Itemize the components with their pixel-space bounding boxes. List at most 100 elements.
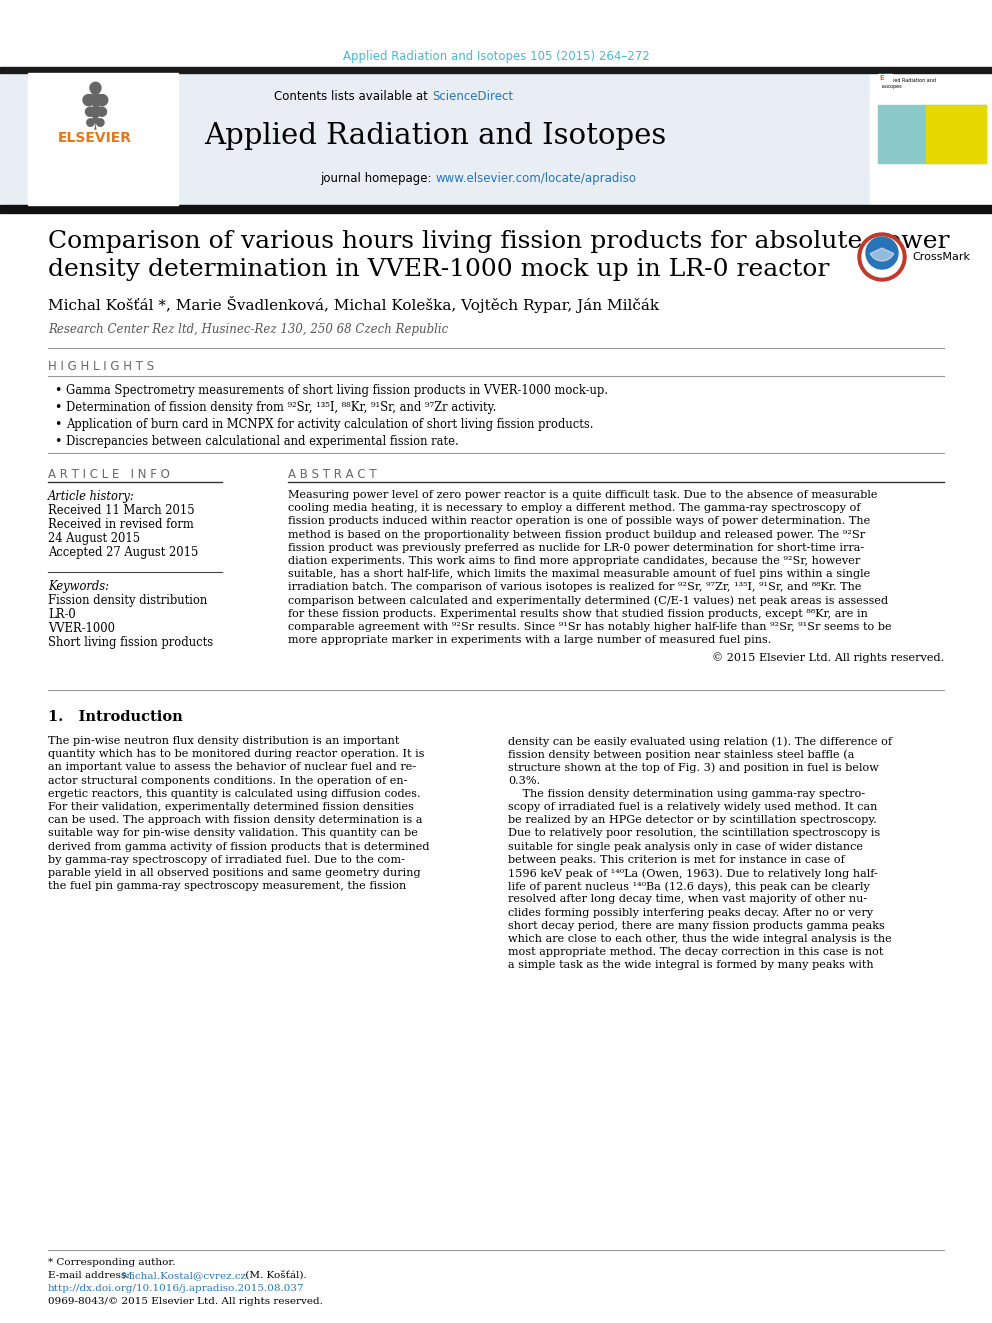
Text: fission product was previously preferred as nuclide for LR-0 power determination: fission product was previously preferred…: [288, 542, 864, 553]
Text: fission density between position near stainless steel baffle (a: fission density between position near st…: [508, 749, 854, 759]
Text: ergetic reactors, this quantity is calculated using diffusion codes.: ergetic reactors, this quantity is calcu…: [48, 789, 421, 799]
Text: clides forming possibly interfering peaks decay. After no or very: clides forming possibly interfering peak…: [508, 908, 873, 918]
Text: E-mail address:: E-mail address:: [48, 1271, 133, 1279]
Text: Contents lists available at: Contents lists available at: [275, 90, 432, 103]
Bar: [28, 73, 178, 205]
Text: which are close to each other, thus the wide integral analysis is the: which are close to each other, thus the …: [508, 934, 892, 945]
Text: •: •: [54, 384, 62, 397]
Text: comparable agreement with ⁹²Sr results. Since ⁹¹Sr has notably higher half-life : comparable agreement with ⁹²Sr results. …: [288, 622, 892, 632]
Text: A R T I C L E   I N F O: A R T I C L E I N F O: [48, 468, 170, 482]
Text: H I G H L I G H T S: H I G H L I G H T S: [48, 360, 154, 373]
Text: scopy of irradiated fuel is a relatively widely used method. It can: scopy of irradiated fuel is a relatively…: [508, 802, 877, 812]
Text: diation experiments. This work aims to find more appropriate candidates, because: diation experiments. This work aims to f…: [288, 556, 860, 566]
Bar: [878, 74, 892, 83]
Text: comparison between calculated and experimentally determined (C/E-1 values) net p: comparison between calculated and experi…: [288, 595, 888, 606]
Text: •: •: [54, 435, 62, 448]
Text: Keywords:: Keywords:: [48, 579, 109, 593]
Text: method is based on the proportionality between fission product buildup and relea: method is based on the proportionality b…: [288, 529, 865, 540]
Text: Accepted 27 August 2015: Accepted 27 August 2015: [48, 546, 198, 560]
Text: http://dx.doi.org/10.1016/j.apradiso.2015.08.037: http://dx.doi.org/10.1016/j.apradiso.201…: [48, 1285, 305, 1293]
Text: Applied Radiation and: Applied Radiation and: [882, 78, 936, 83]
Text: Research Center Rez ltd, Husinec-Rez 130, 250 68 Czech Republic: Research Center Rez ltd, Husinec-Rez 130…: [48, 323, 448, 336]
Text: © 2015 Elsevier Ltd. All rights reserved.: © 2015 Elsevier Ltd. All rights reserved…: [712, 652, 944, 663]
Text: ELSEVIER: ELSEVIER: [58, 131, 132, 146]
Text: journal homepage:: journal homepage:: [319, 172, 435, 185]
Text: quantity which has to be monitored during reactor operation. It is: quantity which has to be monitored durin…: [48, 749, 425, 759]
Circle shape: [862, 237, 902, 277]
Text: the fuel pin gamma-ray spectroscopy measurement, the fission: the fuel pin gamma-ray spectroscopy meas…: [48, 881, 407, 892]
Bar: [0, 73, 870, 205]
Text: The pin-wise neutron flux density distribution is an important: The pin-wise neutron flux density distri…: [48, 736, 400, 746]
Text: Fission density distribution: Fission density distribution: [48, 594, 207, 607]
Bar: [0, 205, 992, 213]
Text: for these fission products. Experimental results show that studied fission produ: for these fission products. Experimental…: [288, 609, 868, 619]
Text: www.elsevier.com/locate/apradiso: www.elsevier.com/locate/apradiso: [435, 172, 636, 185]
Bar: [870, 73, 992, 205]
Text: density determination in VVER-1000 mock up in LR-0 reactor: density determination in VVER-1000 mock …: [48, 258, 829, 280]
Text: Short living fission products: Short living fission products: [48, 636, 213, 650]
Text: resolved after long decay time, when vast majority of other nu-: resolved after long decay time, when vas…: [508, 894, 867, 905]
Text: irradiation batch. The comparison of various isotopes is realized for ⁹²Sr, ⁹⁷Zr: irradiation batch. The comparison of var…: [288, 582, 861, 593]
Text: ♣: ♣: [82, 108, 107, 136]
Text: •: •: [54, 418, 62, 431]
Text: Received 11 March 2015: Received 11 March 2015: [48, 504, 194, 517]
Text: 1596 keV peak of ¹⁴⁰La (Owen, 1963). Due to relatively long half-: 1596 keV peak of ¹⁴⁰La (Owen, 1963). Due…: [508, 868, 878, 878]
Text: (M. Košťál).: (M. Košťál).: [242, 1271, 307, 1281]
Text: cooling media heating, it is necessary to employ a different method. The gamma-r: cooling media heating, it is necessary t…: [288, 503, 860, 513]
Text: more appropriate marker in experiments with a large number of measured fuel pins: more appropriate marker in experiments w…: [288, 635, 771, 646]
Text: Application of burn card in MCNPX for activity calculation of short living fissi: Application of burn card in MCNPX for ac…: [66, 418, 593, 431]
Text: actor structural components conditions. In the operation of en-: actor structural components conditions. …: [48, 775, 408, 786]
Text: 1.   Introduction: 1. Introduction: [48, 710, 183, 724]
Bar: [926, 105, 986, 163]
Text: fission products induced within reactor operation is one of possible ways of pow: fission products induced within reactor …: [288, 516, 870, 527]
Text: derived from gamma activity of fission products that is determined: derived from gamma activity of fission p…: [48, 841, 430, 852]
Text: The fission density determination using gamma-ray spectro-: The fission density determination using …: [508, 789, 865, 799]
Text: CrossMark: CrossMark: [912, 251, 970, 262]
Text: E: E: [879, 75, 884, 81]
Text: Michal Košťál *, Marie Švadlenková, Michal Koleška, Vojtěch Rypar, Ján Milčák: Michal Košťál *, Marie Švadlenková, Mich…: [48, 296, 659, 314]
Text: suitable for single peak analysis only in case of wider distance: suitable for single peak analysis only i…: [508, 841, 863, 852]
Text: structure shown at the top of Fig. 3) and position in fuel is below: structure shown at the top of Fig. 3) an…: [508, 762, 879, 773]
Text: 0.3%.: 0.3%.: [508, 775, 540, 786]
Circle shape: [858, 233, 906, 280]
Wedge shape: [870, 247, 894, 261]
Text: For their validation, experimentally determined fission densities: For their validation, experimentally det…: [48, 802, 414, 812]
Bar: [0, 67, 992, 73]
Text: 0969-8043/© 2015 Elsevier Ltd. All rights reserved.: 0969-8043/© 2015 Elsevier Ltd. All right…: [48, 1297, 322, 1306]
Text: * Corresponding author.: * Corresponding author.: [48, 1258, 176, 1267]
Text: VVER-1000: VVER-1000: [48, 622, 115, 635]
Text: ♣: ♣: [80, 95, 110, 128]
Text: Gamma Spectrometry measurements of short living fission products in VVER-1000 mo: Gamma Spectrometry measurements of short…: [66, 384, 608, 397]
Text: LR-0: LR-0: [48, 609, 75, 620]
Text: Comparison of various hours living fission products for absolute power: Comparison of various hours living fissi…: [48, 230, 949, 253]
Text: Isotopes: Isotopes: [882, 83, 903, 89]
Text: an important value to assess the behavior of nuclear fuel and re-: an important value to assess the behavio…: [48, 762, 416, 773]
Text: a simple task as the wide integral is formed by many peaks with: a simple task as the wide integral is fo…: [508, 960, 874, 970]
Text: Applied Radiation and Isotopes: Applied Radiation and Isotopes: [204, 122, 666, 149]
Text: Measuring power level of zero power reactor is a quite difficult task. Due to th: Measuring power level of zero power reac…: [288, 490, 878, 500]
Text: can be used. The approach with fission density determination is a: can be used. The approach with fission d…: [48, 815, 423, 826]
Bar: [878, 105, 986, 163]
Text: Received in revised form: Received in revised form: [48, 519, 193, 531]
Text: Michal.Kostal@cvrez.cz: Michal.Kostal@cvrez.cz: [122, 1271, 247, 1279]
Text: ♣: ♣: [77, 79, 112, 118]
Text: be realized by an HPGe detector or by scintillation spectroscopy.: be realized by an HPGe detector or by sc…: [508, 815, 877, 826]
Text: Determination of fission density from ⁹²Sr, ¹³⁵I, ⁸⁸Kr, ⁹¹Sr, and ⁹⁷Zr activity.: Determination of fission density from ⁹²…: [66, 401, 496, 414]
Text: suitable, has a short half-life, which limits the maximal measurable amount of f: suitable, has a short half-life, which l…: [288, 569, 870, 579]
Text: density can be easily evaluated using relation (1). The difference of: density can be easily evaluated using re…: [508, 736, 892, 746]
Text: short decay period, there are many fission products gamma peaks: short decay period, there are many fissi…: [508, 921, 885, 931]
Text: Article history:: Article history:: [48, 490, 135, 503]
Text: Applied Radiation and Isotopes 105 (2015) 264–272: Applied Radiation and Isotopes 105 (2015…: [342, 50, 650, 64]
Text: Due to relatively poor resolution, the scintillation spectroscopy is: Due to relatively poor resolution, the s…: [508, 828, 880, 839]
Text: between peaks. This criterion is met for instance in case of: between peaks. This criterion is met for…: [508, 855, 845, 865]
Text: by gamma-ray spectroscopy of irradiated fuel. Due to the com-: by gamma-ray spectroscopy of irradiated …: [48, 855, 405, 865]
Text: parable yield in all observed positions and same geometry during: parable yield in all observed positions …: [48, 868, 421, 878]
Circle shape: [866, 237, 898, 269]
Text: life of parent nucleus ¹⁴⁰Ba (12.6 days), this peak can be clearly: life of parent nucleus ¹⁴⁰Ba (12.6 days)…: [508, 881, 870, 892]
Text: •: •: [54, 401, 62, 414]
Text: ScienceDirect: ScienceDirect: [432, 90, 513, 103]
Text: A B S T R A C T: A B S T R A C T: [288, 468, 377, 482]
Text: 24 August 2015: 24 August 2015: [48, 532, 140, 545]
Text: most appropriate method. The decay correction in this case is not: most appropriate method. The decay corre…: [508, 947, 883, 958]
Text: suitable way for pin-wise density validation. This quantity can be: suitable way for pin-wise density valida…: [48, 828, 418, 839]
